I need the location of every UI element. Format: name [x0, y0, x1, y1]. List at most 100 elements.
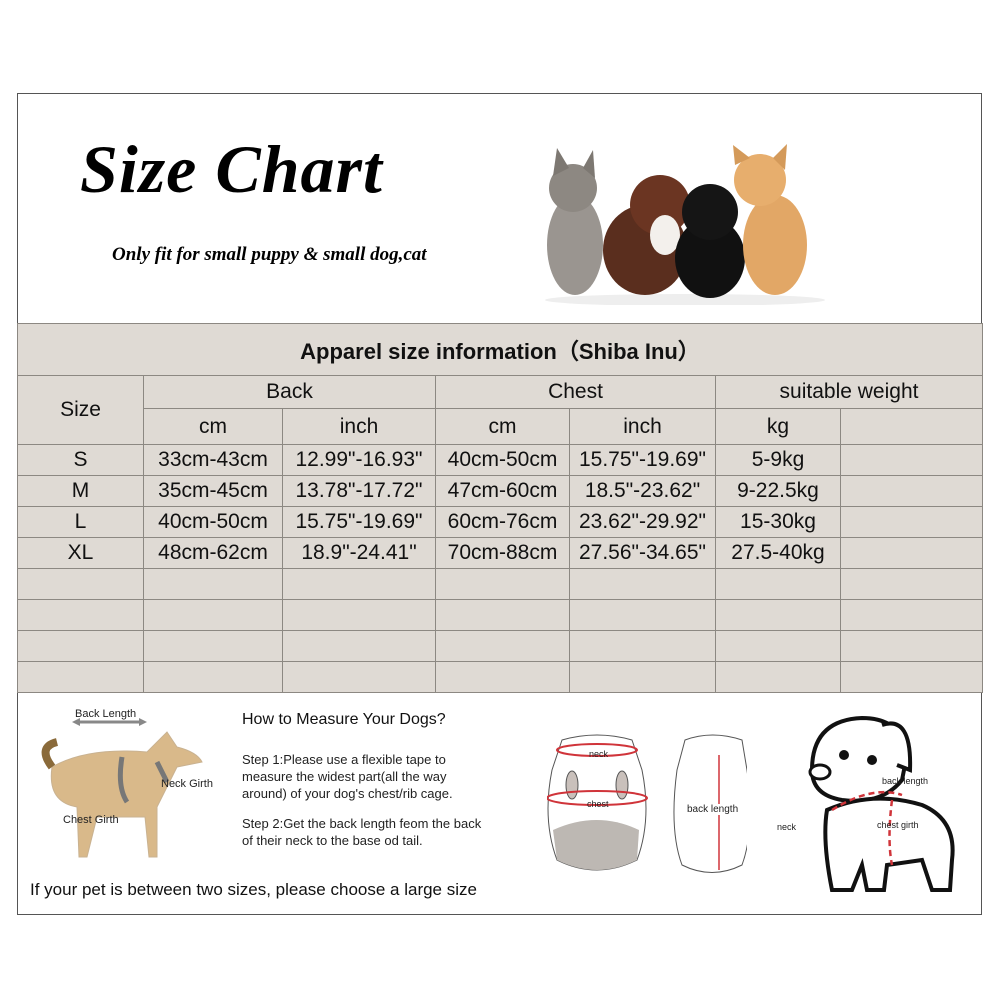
value-cell: 5-9kg: [715, 444, 841, 476]
size-table: Apparel size information（Shiba Inu） Size…: [17, 323, 983, 693]
empty-cell: [840, 599, 983, 631]
value-cell: 15.75"-19.69": [569, 444, 716, 476]
empty-cell: [17, 630, 144, 662]
unit-header: kg: [715, 408, 841, 445]
value-cell: 18.9"-24.41": [282, 537, 436, 569]
empty-cell: [569, 661, 716, 693]
empty-cell: [840, 661, 983, 693]
chest-header: Chest: [435, 374, 716, 410]
neck-girth-label: Neck Girth: [161, 778, 213, 790]
table-row: L 40cm-50cm 15.75"-19.69" 60cm-76cm 23.62"-2…: [17, 506, 983, 538]
page-title: Size Chart: [80, 131, 383, 207]
empty-cell: [569, 568, 716, 600]
measure-heading: How to Measure Your Dogs?: [242, 711, 446, 728]
value-cell: [840, 444, 983, 476]
puppy-black-image: [675, 184, 745, 298]
unit-header: inch: [282, 408, 436, 445]
garment-chest-label: chest: [587, 799, 609, 809]
empty-row: [17, 568, 983, 600]
value-cell: 35cm-45cm: [143, 475, 283, 507]
empty-cell: [569, 630, 716, 662]
puppy-neck-label: neck: [777, 822, 797, 832]
empty-cell: [715, 599, 841, 631]
unit-header: [840, 408, 983, 445]
size-cell: M: [17, 475, 144, 507]
garment-diagram: [547, 734, 747, 873]
empty-cell: [143, 630, 283, 662]
value-cell: 9-22.5kg: [715, 475, 841, 507]
empty-cell: [282, 568, 436, 600]
value-cell: 23.62"-29.92": [569, 506, 716, 538]
value-cell: 40cm-50cm: [435, 444, 570, 476]
weight-header: suitable weight: [715, 374, 983, 410]
empty-cell: [435, 661, 570, 693]
empty-cell: [435, 630, 570, 662]
puppy-back-length-label: back length: [882, 776, 929, 786]
empty-cell: [143, 661, 283, 693]
value-cell: 15.75"-19.69": [282, 506, 436, 538]
size-note: If your pet is between two sizes, please…: [30, 880, 477, 899]
kitten-orange-image: [733, 144, 807, 295]
unit-header: cm: [143, 408, 283, 445]
size-cell: XL: [17, 537, 144, 569]
empty-cell: [840, 568, 983, 600]
table-row: XL 48cm-62cm 18.9"-24.41" 70cm-88cm 27.56"-3…: [17, 537, 983, 569]
size-header: Size: [17, 375, 144, 445]
subtitle: Only fit for small puppy & small dog,cat: [112, 244, 427, 265]
value-cell: 40cm-50cm: [143, 506, 283, 538]
empty-cell: [435, 568, 570, 600]
value-cell: 47cm-60cm: [435, 475, 570, 507]
size-cell: S: [17, 444, 144, 476]
table-title: Apparel size information（Shiba Inu）: [17, 323, 983, 376]
value-cell: 48cm-62cm: [143, 537, 283, 569]
value-cell: 27.56"-34.65": [569, 537, 716, 569]
value-cell: 70cm-88cm: [435, 537, 570, 569]
garment-neck-label: neck: [589, 749, 609, 759]
value-cell: 12.99"-16.93": [282, 444, 436, 476]
empty-cell: [282, 661, 436, 693]
puppy-diagram: [808, 715, 955, 892]
step-1: Step 1:Please use a flexible tape to mea…: [242, 752, 453, 801]
value-cell: 33cm-43cm: [143, 444, 283, 476]
empty-cell: [282, 599, 436, 631]
size-cell: L: [17, 506, 144, 538]
puppy-brown-image: [603, 175, 690, 295]
empty-row: [17, 630, 983, 662]
empty-cell: [715, 661, 841, 693]
empty-cell: [143, 599, 283, 631]
value-cell: [840, 537, 983, 569]
unit-header: cm: [435, 408, 570, 445]
value-cell: 15-30kg: [715, 506, 841, 538]
value-cell: 27.5-40kg: [715, 537, 841, 569]
step-2: Step 2:Get the back length feom the back…: [242, 816, 482, 848]
empty-cell: [282, 630, 436, 662]
dog-measure-image: [41, 718, 203, 858]
unit-header: inch: [569, 408, 716, 445]
value-cell: [840, 475, 983, 507]
empty-cell: [569, 599, 716, 631]
table-row: M 35cm-45cm 13.78"-17.72" 47cm-60cm 18.5"-23…: [17, 475, 983, 507]
empty-cell: [715, 568, 841, 600]
value-cell: 18.5"-23.62": [569, 475, 716, 507]
value-cell: 13.78"-17.72": [282, 475, 436, 507]
empty-cell: [17, 599, 144, 631]
puppy-chest-girth-label: chest girth: [877, 820, 919, 830]
back-header: Back: [143, 374, 436, 410]
empty-row: [17, 599, 983, 631]
empty-cell: [17, 568, 144, 600]
pets-photo: [545, 144, 825, 305]
chest-girth-label: Chest Girth: [63, 814, 119, 826]
kitten-grey-image: [547, 148, 603, 295]
value-cell: 60cm-76cm: [435, 506, 570, 538]
empty-cell: [17, 661, 144, 693]
empty-cell: [715, 630, 841, 662]
measure-section: Back Length Neck Girth Chest Girth neck …: [17, 692, 982, 915]
empty-row: [17, 661, 983, 693]
back-length-label: Back Length: [75, 708, 137, 720]
empty-cell: [840, 630, 983, 662]
garment-back-length-label: back length: [687, 804, 739, 815]
table-row: S 33cm-43cm 12.99"-16.93" 40cm-50cm 15.75"-1…: [17, 444, 983, 476]
value-cell: [840, 506, 983, 538]
empty-cell: [143, 568, 283, 600]
empty-cell: [435, 599, 570, 631]
